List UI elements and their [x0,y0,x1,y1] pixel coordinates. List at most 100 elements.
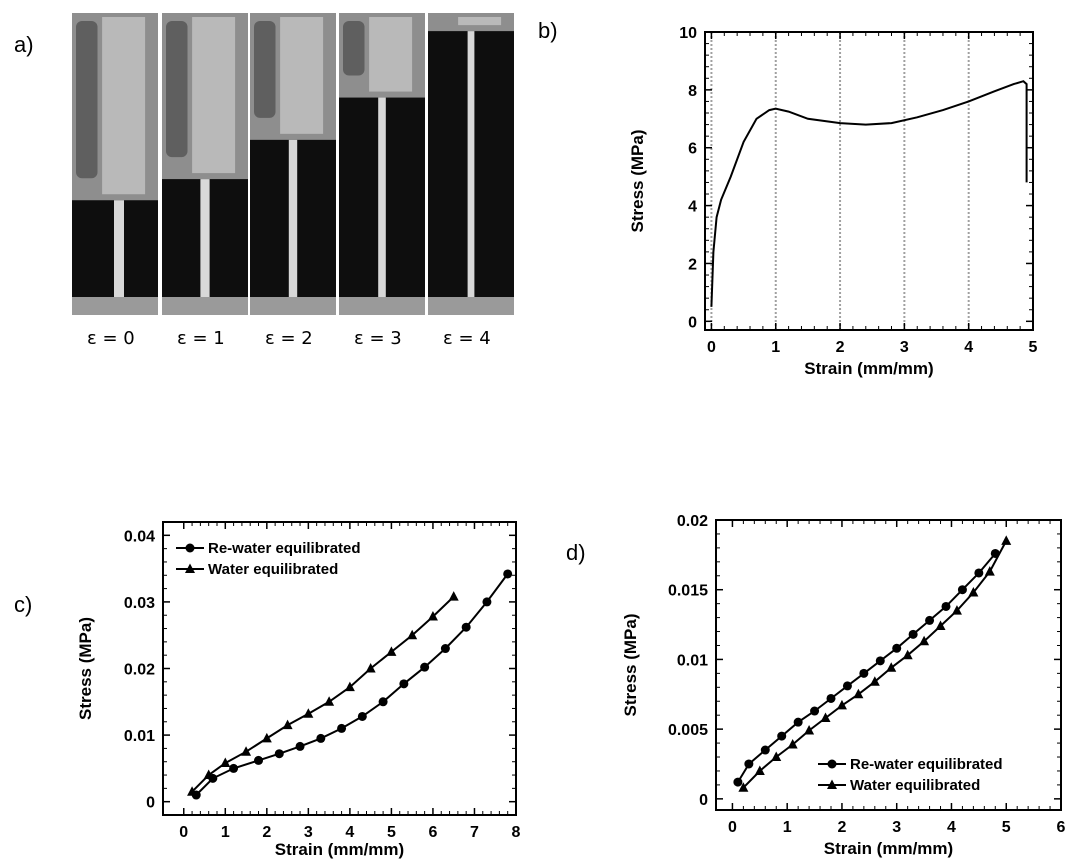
y-tick-label: 6 [688,141,697,158]
specimen-strand [378,97,386,297]
x-tick-label: 1 [771,339,780,356]
data-point-triangle [448,591,459,601]
data-point-triangle [365,663,376,673]
lower-grip [162,297,248,315]
specimen-photo-0: ε = 0 [72,13,158,349]
grip-curve [76,21,98,179]
upper-grip-plate [102,17,146,195]
data-point-circle [378,697,388,707]
data-point-circle [826,693,836,703]
y-tick-label: 0.04 [124,528,155,545]
data-point-triangle [754,765,765,775]
legend-label: Re-water equilibrated [850,756,1003,773]
data-point-circle [733,777,743,787]
data-point-triangle [935,620,946,630]
x-tick-label: 5 [1002,819,1011,836]
data-point-triangle [386,646,397,656]
y-tick-label: 0.02 [124,662,155,679]
y-tick-label: 8 [688,83,697,100]
x-tick-label: 6 [1057,819,1066,836]
data-point-circle [254,755,264,765]
legend-marker-triangle [185,563,195,573]
data-point-circle [503,569,513,579]
data-point-triangle [836,699,847,710]
legend-marker-circle [185,543,195,553]
y-tick-label: 0.03 [124,595,155,612]
x-tick-label: 6 [428,824,437,841]
data-point-triangle [984,566,995,576]
y-tick-label: 0.02 [677,513,708,530]
grip-curve [166,21,188,158]
data-point-circle [337,723,347,733]
x-tick-label: 3 [304,824,313,841]
photo-caption: ε = 2 [265,328,313,349]
data-point-circle [941,601,951,611]
data-point-triangle [820,712,831,722]
data-point-triangle [220,757,231,768]
y-tick-label: 0.01 [124,728,155,745]
data-point-circle [875,656,885,666]
data-point-triangle [261,732,272,743]
specimen-strand [200,179,210,297]
x-tick-label: 4 [947,819,956,836]
legend-label: Re-water equilibrated [208,540,361,557]
x-tick-label: 2 [836,339,845,356]
data-point-triangle [771,751,782,762]
series-line-1 [191,595,455,793]
series-line-0 [195,573,509,796]
data-point-triangle [241,746,252,756]
y-tick-label: 2 [688,256,697,273]
grip-curve [254,21,276,118]
data-point-circle [744,759,754,769]
data-point-circle [440,644,450,654]
data-point-triangle [787,738,798,749]
data-point-circle [859,668,869,678]
x-tick-label: 5 [1029,339,1038,356]
data-point-triangle [344,681,355,692]
data-point-triangle [187,786,198,796]
data-point-circle [957,585,967,595]
data-point-circle [399,679,409,689]
x-tick-label: 3 [900,339,909,356]
data-point-triangle [303,708,314,718]
data-point-triangle [407,629,418,640]
data-point-circle [760,745,770,755]
lower-grip [250,297,336,315]
data-point-triangle [324,696,335,706]
specimen-strand [288,139,298,297]
x-tick-label: 3 [892,819,901,836]
data-point-triangle [282,719,293,730]
data-point-circle [316,733,326,743]
x-tick-label: 0 [707,339,716,356]
legend-label: Water equilibrated [208,561,338,578]
data-point-circle [842,681,852,691]
specimen-photo-2: ε = 2 [250,13,336,349]
data-point-circle [274,749,284,759]
panel-label-a: a) [14,32,34,57]
x-axis-title: Strain (mm/mm) [804,359,933,378]
data-point-circle [974,568,984,578]
x-tick-label: 1 [221,824,230,841]
plot-frame [704,31,1034,331]
specimen-photo-strip: ε = 0 ε = 1 ε = 2 ε = 3 ε = 4 [72,13,514,349]
data-point-circle [461,622,471,632]
y-tick-label: 0.005 [668,722,708,739]
specimen-strand [467,31,475,298]
data-point-triangle [902,649,913,660]
x-tick-label: 0 [728,819,737,836]
photo-caption: ε = 3 [354,328,402,349]
data-point-circle [482,597,492,607]
data-point-circle [777,731,787,741]
y-tick-label: 4 [688,199,697,216]
x-tick-label: 7 [470,824,479,841]
x-tick-label: 1 [783,819,792,836]
chart-d-stress-strain: 0 1 2 3 4 5 6 0 0.005 0.01 0.015 0.02 Strain (mm/mm)… [621,513,1066,858]
y-tick-label: 10 [679,25,697,42]
data-point-triangle [919,635,930,646]
data-point-circle [908,629,918,639]
data-point-triangle [427,611,438,621]
x-tick-label: 8 [512,824,521,841]
y-tick-label: 0 [688,314,697,331]
data-point-circle [925,615,935,625]
